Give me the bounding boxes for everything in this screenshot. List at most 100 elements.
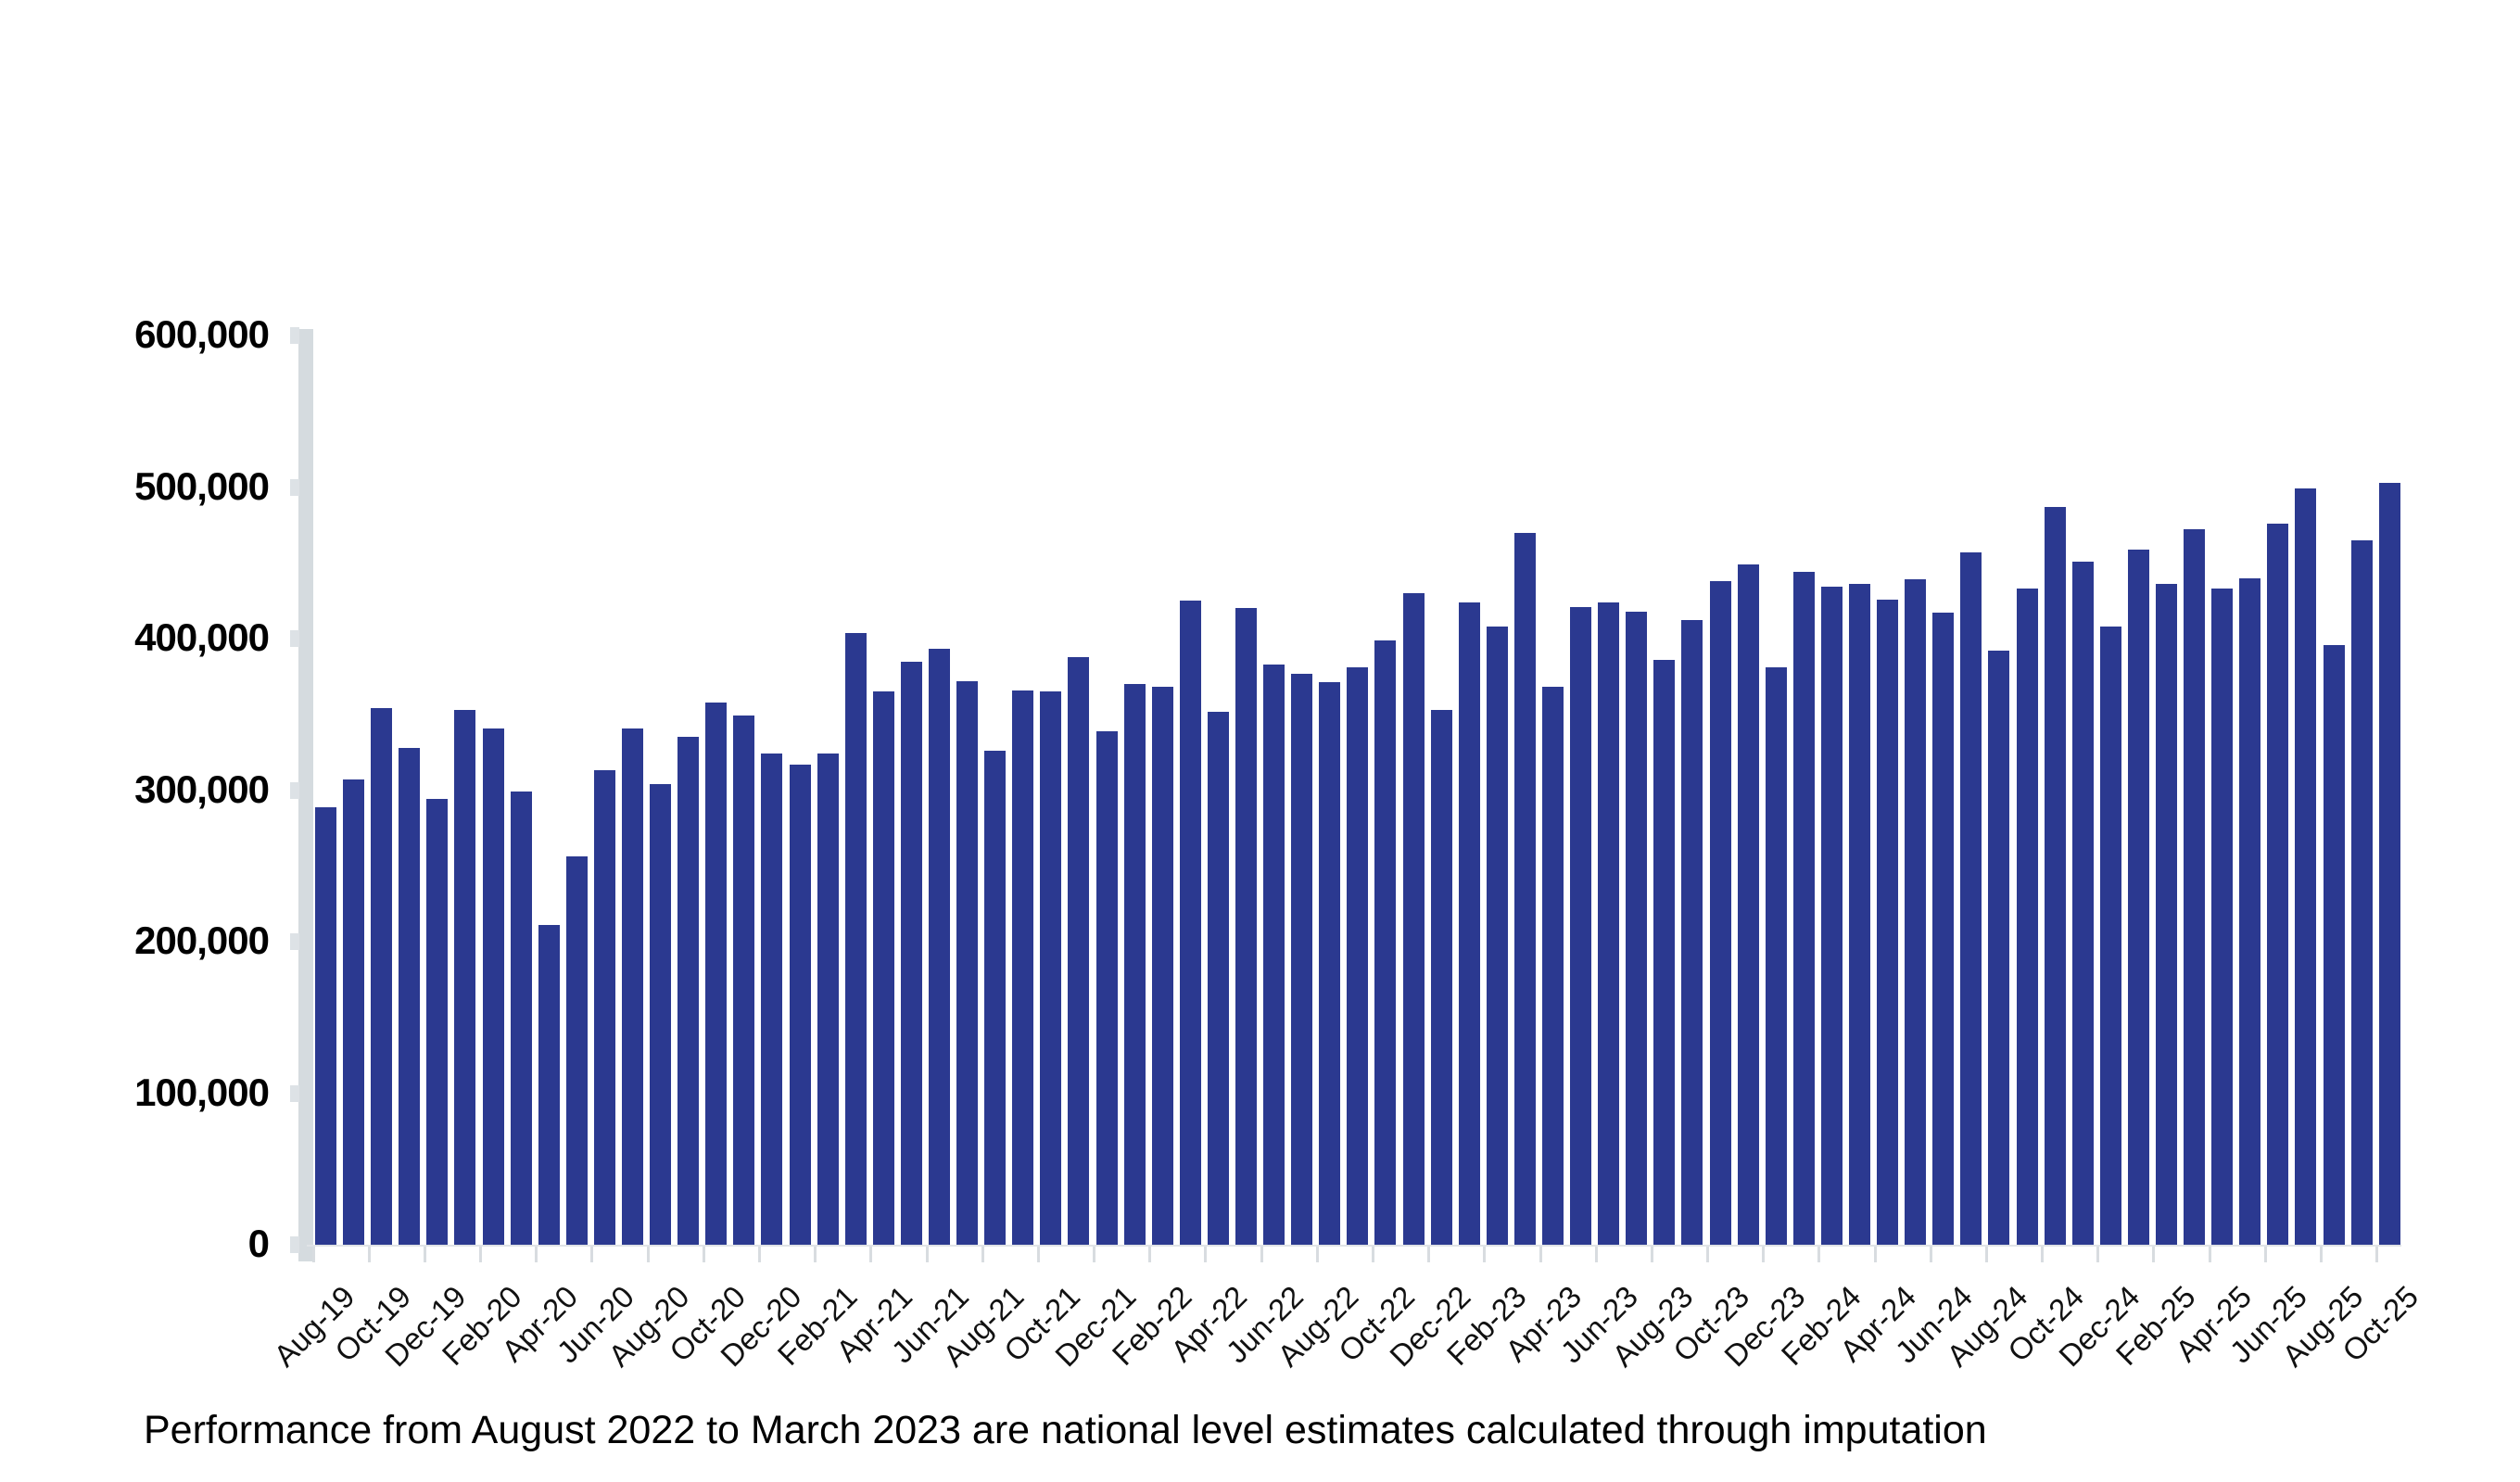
bar-Aug-24 bbox=[1988, 651, 2010, 1245]
bar-Feb-23 bbox=[1486, 626, 1508, 1245]
y-axis-line bbox=[298, 329, 313, 1261]
bar-Aug-19 bbox=[315, 806, 336, 1245]
y-axis-tick bbox=[290, 1084, 299, 1102]
bar-Oct-20 bbox=[705, 702, 728, 1245]
bar-Mar-24 bbox=[1849, 584, 1870, 1245]
x-axis-tick bbox=[311, 1247, 315, 1262]
bar-Mar-22 bbox=[1179, 601, 1201, 1245]
y-axis-tick-label: 600,000 bbox=[134, 312, 270, 357]
bar-May-22 bbox=[1235, 608, 1257, 1245]
bar-Mar-21 bbox=[844, 632, 867, 1245]
y-axis-tick-label: 400,000 bbox=[134, 615, 270, 660]
bar-Dec-21 bbox=[1095, 730, 1118, 1245]
x-axis-tick bbox=[1093, 1247, 1095, 1262]
bar-Sep-21 bbox=[1012, 690, 1034, 1245]
y-axis-tick bbox=[290, 781, 299, 799]
bar-Sep-23 bbox=[1681, 620, 1703, 1245]
x-axis-tick bbox=[1873, 1247, 1877, 1262]
x-axis-tick bbox=[1929, 1247, 1932, 1262]
bar-May-24 bbox=[1905, 579, 1927, 1245]
x-axis-tick bbox=[1371, 1247, 1374, 1262]
bar-Nov-22 bbox=[1402, 593, 1425, 1245]
bar-Aug-25 bbox=[2323, 644, 2345, 1245]
x-axis-tick bbox=[2208, 1247, 2211, 1262]
x-axis-tick bbox=[1539, 1247, 1542, 1262]
x-axis-tick bbox=[1706, 1247, 1709, 1262]
x-axis-tick bbox=[1036, 1247, 1040, 1262]
x-axis-tick bbox=[1315, 1247, 1319, 1262]
x-axis-tick bbox=[1984, 1247, 1988, 1262]
bar-Sep-25 bbox=[2350, 539, 2373, 1245]
bar-Oct-25 bbox=[2378, 482, 2400, 1245]
x-axis-tick bbox=[757, 1247, 761, 1262]
x-axis-tick bbox=[367, 1247, 371, 1262]
x-axis-tick bbox=[814, 1247, 817, 1262]
x-axis-tick bbox=[1762, 1247, 1766, 1262]
x-axis-tick bbox=[1148, 1247, 1152, 1262]
bar-Apr-20 bbox=[538, 925, 560, 1245]
y-axis-tick-label: 100,000 bbox=[134, 1070, 270, 1114]
bar-Jul-24 bbox=[1960, 551, 1982, 1245]
x-axis-tick bbox=[1594, 1247, 1598, 1262]
y-axis-tick-label: 500,000 bbox=[134, 463, 270, 508]
bar-Jun-21 bbox=[929, 649, 950, 1245]
x-axis-tick bbox=[1204, 1247, 1208, 1262]
x-axis-tick bbox=[2096, 1247, 2100, 1262]
bar-Jan-24 bbox=[1792, 572, 1815, 1245]
bar-Jul-22 bbox=[1291, 673, 1313, 1245]
bar-May-23 bbox=[1570, 606, 1591, 1245]
bar-May-25 bbox=[2239, 577, 2261, 1245]
bar-Aug-20 bbox=[650, 784, 672, 1245]
bar-Jun-25 bbox=[2267, 523, 2289, 1245]
bar-Apr-25 bbox=[2211, 589, 2234, 1245]
x-axis-tick bbox=[1650, 1247, 1653, 1262]
bar-Jan-25 bbox=[2127, 549, 2149, 1245]
x-axis-tick bbox=[1427, 1247, 1431, 1262]
bar-Jan-22 bbox=[1123, 684, 1146, 1245]
bar-Jan-20 bbox=[454, 709, 476, 1245]
bar-Apr-24 bbox=[1877, 599, 1898, 1245]
x-axis-tick bbox=[590, 1247, 594, 1262]
bar-Mar-25 bbox=[2184, 529, 2205, 1245]
bar-Feb-22 bbox=[1151, 687, 1173, 1245]
bar-Jun-23 bbox=[1598, 602, 1620, 1245]
footnote-text: Performance from August 2022 to March 20… bbox=[144, 1408, 1987, 1452]
y-axis-tick-label: 300,000 bbox=[134, 766, 270, 811]
bar-Jan-23 bbox=[1458, 602, 1480, 1245]
bar-Aug-22 bbox=[1319, 682, 1341, 1245]
bar-Jul-25 bbox=[2295, 488, 2317, 1245]
x-axis-tick bbox=[1260, 1247, 1263, 1262]
x-axis-tick bbox=[869, 1247, 873, 1262]
bar-Apr-22 bbox=[1207, 711, 1229, 1245]
bar-Sep-22 bbox=[1347, 667, 1369, 1245]
bar-Dec-22 bbox=[1430, 709, 1452, 1245]
bar-May-21 bbox=[900, 661, 922, 1245]
bar-Jul-21 bbox=[956, 680, 979, 1245]
bar-Feb-24 bbox=[1820, 587, 1843, 1245]
x-axis-tick bbox=[2375, 1247, 2379, 1262]
x-axis-line bbox=[307, 1245, 2401, 1247]
bar-Mar-20 bbox=[510, 792, 532, 1245]
bar-Mar-23 bbox=[1513, 532, 1536, 1245]
bar-Oct-19 bbox=[371, 708, 393, 1245]
y-axis-tick bbox=[290, 327, 299, 344]
y-axis-tick-label: 0 bbox=[247, 1222, 270, 1266]
bar-Dec-23 bbox=[1765, 667, 1787, 1245]
y-axis-tick bbox=[290, 630, 299, 647]
bar-Oct-24 bbox=[2044, 506, 2066, 1245]
bar-Apr-23 bbox=[1542, 687, 1564, 1245]
x-axis-tick bbox=[702, 1247, 705, 1262]
x-axis-tick bbox=[479, 1247, 482, 1262]
bar-Feb-21 bbox=[817, 754, 839, 1245]
bar-Nov-19 bbox=[399, 747, 421, 1245]
x-axis-tick bbox=[646, 1247, 650, 1262]
y-axis-tick-label: 200,000 bbox=[134, 918, 270, 963]
x-axis-tick bbox=[2263, 1247, 2267, 1262]
bar-Jul-20 bbox=[622, 728, 643, 1245]
x-axis-tick bbox=[2041, 1247, 2045, 1262]
x-axis-tick bbox=[423, 1247, 426, 1262]
x-axis-tick bbox=[981, 1247, 984, 1262]
bar-Nov-24 bbox=[2071, 561, 2094, 1245]
bar-May-20 bbox=[565, 856, 588, 1245]
bar-Sep-24 bbox=[2016, 589, 2038, 1245]
